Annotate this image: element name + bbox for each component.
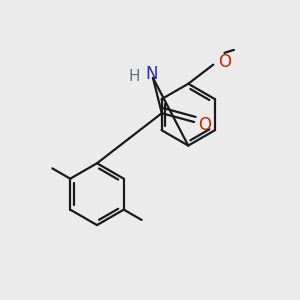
Text: O: O [198, 116, 211, 134]
Text: N: N [145, 65, 158, 83]
Text: O: O [218, 53, 231, 71]
Text: H: H [129, 69, 140, 84]
